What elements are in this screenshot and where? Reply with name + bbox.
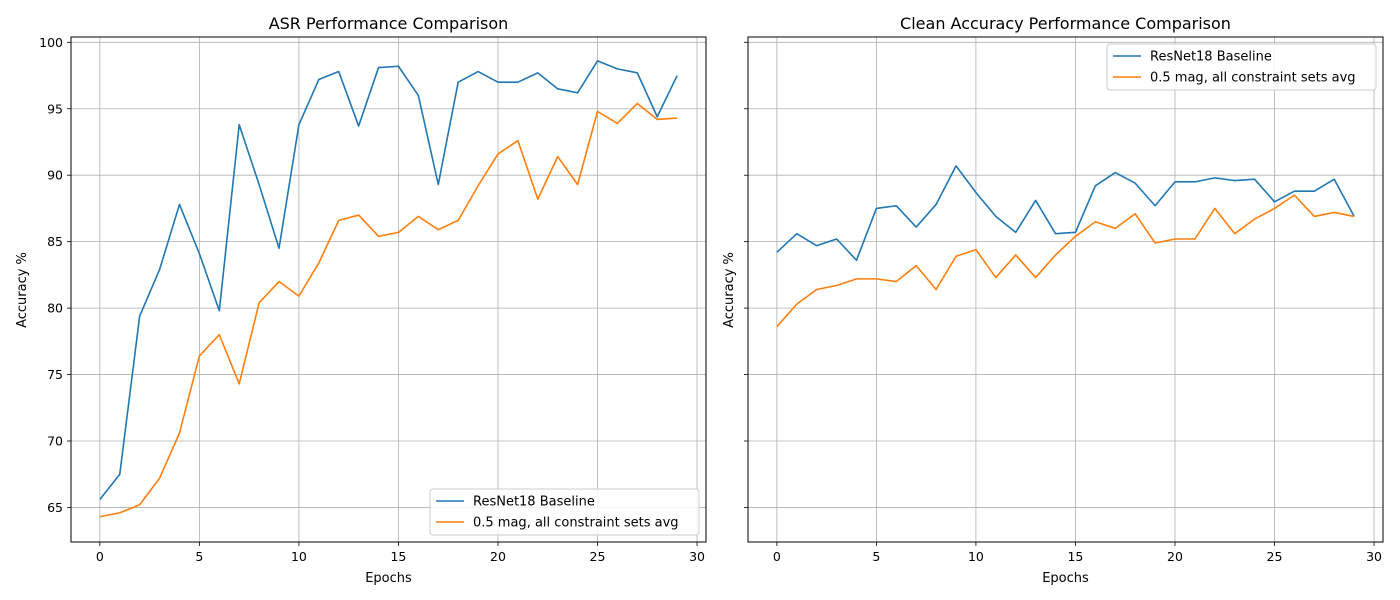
legend-box [1106,43,1377,91]
x-axis-label: Epochs [365,571,412,586]
x-tick-label: 10 [968,549,984,564]
y-tick-label: 90 [47,168,63,183]
chart-title: Clean Accuracy Performance Comparison [900,14,1231,33]
series-line-1 [99,102,678,518]
y-tick-label: 80 [47,301,63,316]
y-tick-label: 95 [47,101,63,116]
chart-title: ASR Performance Comparison [269,14,509,33]
legend-label: ResNet18 Baseline [473,495,595,510]
x-tick-label: 0 [773,549,781,564]
y-axis-label: Accuracy % [722,252,737,328]
y-tick-label: 65 [47,500,63,515]
x-tick-label: 5 [872,549,880,564]
x-tick-label: 20 [490,549,506,564]
y-tick-label: 75 [47,367,63,382]
y-tick-label: 70 [47,434,63,449]
plot-frame [70,36,707,543]
plot-frame [747,36,1384,543]
series-line-1 [776,194,1355,328]
legend-label: 0.5 mag, all constraint sets avg [1150,71,1356,86]
x-tick-label: 25 [590,549,606,564]
legend-label: ResNet18 Baseline [1150,50,1272,65]
y-tick-label: 85 [47,234,63,249]
asr-chart-panel: ASR Performance Comparison 0 5 10 15 20 25 30 6… [15,14,707,586]
series-line-0 [99,60,678,500]
y-tick-label: 100 [39,35,63,50]
x-axis-label: Epochs [1042,571,1089,586]
x-tick-label: 30 [1366,549,1382,564]
x-tick-label: 15 [1067,549,1083,564]
legend-label: 0.5 mag, all constraint sets avg [473,516,679,531]
x-tick-label: 20 [1167,549,1183,564]
x-tick-label: 25 [1267,549,1283,564]
x-tick-label: 5 [195,549,203,564]
legend-box [429,488,700,536]
x-tick-label: 0 [96,549,104,564]
x-tick-label: 10 [291,549,307,564]
x-tick-label: 30 [689,549,705,564]
y-axis-label: Accuracy % [15,252,30,328]
series-line-0 [776,165,1355,262]
clean-accuracy-chart-panel: Clean Accuracy Performance Comparison 0 5… [722,14,1384,586]
x-tick-label: 15 [390,549,406,564]
